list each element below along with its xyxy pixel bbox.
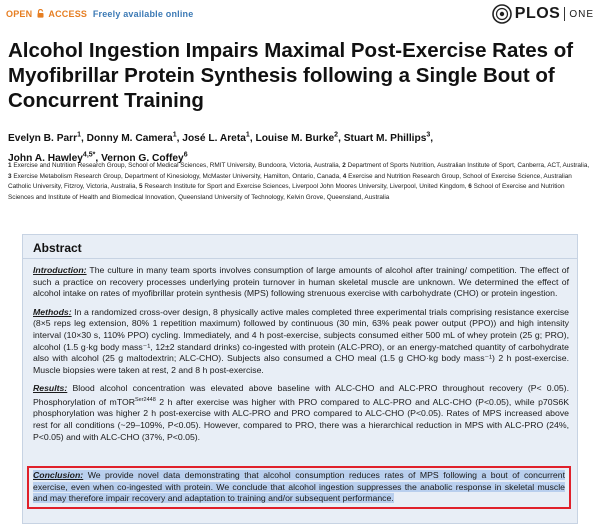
logo-divider [564, 7, 566, 21]
author[interactable]: Donny M. Camera1, [86, 132, 183, 145]
one-wordmark: ONE [569, 8, 594, 20]
conclusion-label: Conclusion: [33, 470, 84, 480]
affiliation-text: Research Institute for Sport and Exercis… [144, 183, 469, 191]
abstract-conclusion-highlighted[interactable]: Conclusion: We provide novel data demons… [27, 466, 571, 509]
freely-available-label: Freely available online [92, 9, 194, 19]
journal-header: OPEN ACCESS Freely available online PLOS… [0, 0, 600, 30]
author[interactable]: Vernon G. Coffey6 [101, 151, 188, 164]
open-lock-icon [37, 9, 44, 18]
methods-label: Methods: [33, 306, 72, 317]
abstract-results: Results: Blood alcohol concentration was… [33, 383, 569, 442]
author[interactable]: Stuart M. Phillips3, [343, 132, 434, 145]
open-access-banner[interactable]: OPEN ACCESS Freely available online [6, 9, 193, 19]
author[interactable]: José L. Areta1, [182, 132, 256, 145]
introduction-label: Introduction: [33, 265, 87, 275]
affiliation-text: Exercise and Nutrition Research Group, S… [8, 172, 572, 191]
abstract-body: Introduction: The culture in many team s… [33, 265, 569, 450]
author[interactable]: Louise M. Burke2, [255, 132, 344, 145]
access-label: ACCESS [48, 9, 88, 19]
abstract-box: Abstract Introduction: The culture in ma… [22, 234, 578, 524]
affiliation-text: Department of Sports Nutrition, Australi… [347, 162, 590, 169]
affiliation-number: 4 [342, 172, 347, 180]
affiliation-number: 3 [8, 172, 12, 180]
conclusion-text: We provide novel data demonstrating that… [33, 470, 565, 504]
affiliation-text: School of Exercise and Nutrition Science… [8, 183, 565, 201]
plos-logo-icon [491, 4, 512, 24]
affiliation-number: 5 [139, 183, 143, 191]
author[interactable]: John A. Hawley4,5*, [8, 151, 102, 164]
plos-one-logo[interactable]: PLOS ONE [491, 4, 594, 24]
abstract-heading: Abstract [23, 235, 577, 259]
affiliation-number: 1 [8, 162, 12, 169]
author-list: Evelyn B. Parr1, Donny M. Camera1, José … [8, 128, 596, 167]
affiliations: 1 Exercise and Nutrition Research Group,… [8, 161, 592, 203]
affiliation-text: Exercise Metabolism Research Group, Depa… [13, 172, 343, 180]
author[interactable]: Evelyn B. Parr1, [8, 132, 87, 145]
plos-wordmark: PLOS [514, 5, 561, 22]
abstract-methods: Methods: In a randomized cross-over desi… [33, 306, 569, 375]
results-label: Results: [33, 383, 68, 394]
affiliation-number: 6 [468, 183, 472, 191]
abstract-introduction: Introduction: The culture in many team s… [33, 265, 569, 299]
article-title: Alcohol Ingestion Impairs Maximal Post-E… [8, 39, 574, 112]
open-label: OPEN [6, 9, 33, 19]
affiliation-text: Exercise and Nutrition Research Group, S… [13, 162, 343, 169]
affiliation-number: 2 [342, 162, 346, 169]
